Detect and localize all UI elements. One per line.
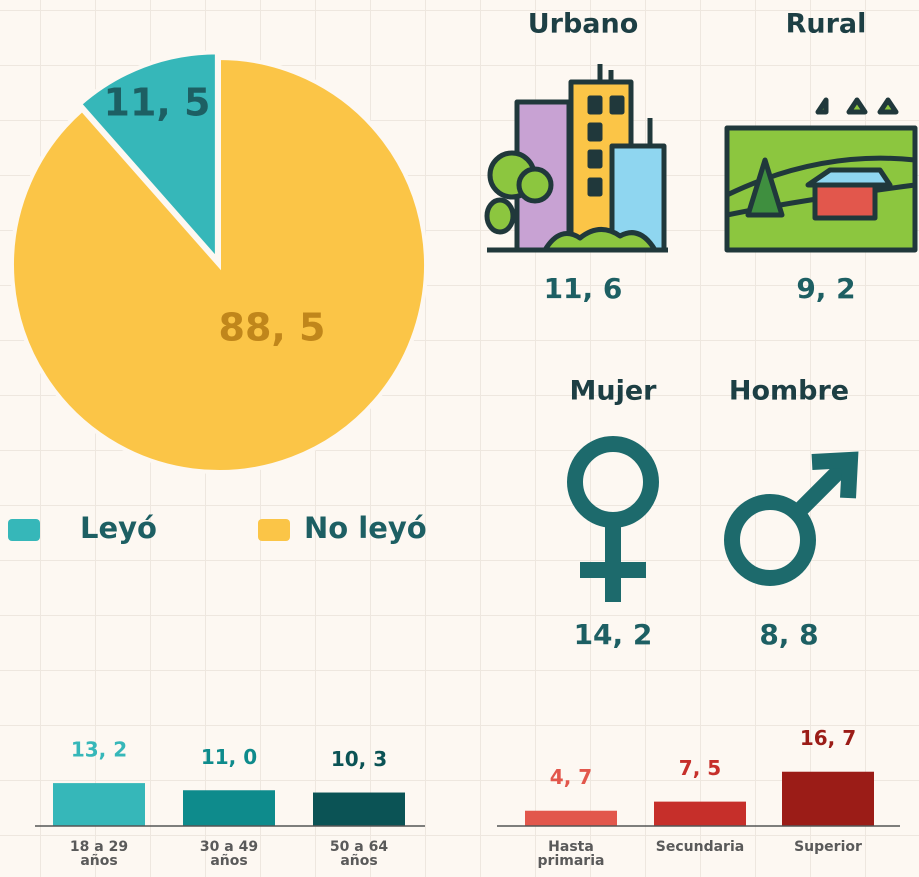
value-label: 13, 2: [71, 738, 127, 762]
bar: [525, 811, 617, 826]
value-label: 10, 3: [331, 747, 387, 771]
bar: [313, 793, 405, 826]
legend-swatch: [258, 519, 290, 541]
pie-slice: [12, 58, 426, 472]
x-tick-label: 30 a 49 años: [184, 840, 274, 868]
rural-icon: [727, 100, 915, 250]
legend-label: No leyó: [304, 511, 427, 545]
bar: [183, 790, 275, 826]
infographic: 11, 5 Leyó 88, 5 No leyó Urbano 11, 6 Rural 9, …: [0, 0, 919, 877]
value-label: 7, 5: [679, 756, 721, 780]
value-label: 8, 8: [759, 618, 818, 651]
x-tick-label: 50 a 64 años: [314, 840, 404, 868]
value-label: 9, 2: [796, 272, 855, 305]
group-title: Rural: [786, 9, 867, 40]
value-label: 16, 7: [800, 726, 856, 750]
x-tick-label: Secundaria: [655, 840, 745, 854]
page: {"chart_data": [ {"type": "pie", "catego…: [0, 0, 919, 877]
x-tick-label: Superior: [783, 840, 873, 854]
x-tick-label: 18 a 29 años: [54, 840, 144, 868]
male-icon: [732, 460, 850, 578]
group-title: Hombre: [729, 376, 849, 407]
urban-icon: [487, 64, 668, 250]
group-title: Urbano: [528, 9, 639, 40]
value-label: 11, 6: [544, 272, 623, 305]
value-label: 88, 5: [219, 306, 326, 350]
x-tick-label: Hasta primaria: [526, 840, 616, 868]
legend-swatch: [8, 519, 40, 541]
female-icon: [575, 444, 651, 602]
bar: [53, 783, 145, 826]
group-title: Mujer: [570, 376, 658, 407]
bar: [654, 802, 746, 826]
value-label: 14, 2: [574, 618, 653, 651]
legend-label: Leyó: [80, 511, 157, 545]
bar: [782, 772, 874, 826]
value-label: 11, 0: [201, 745, 257, 769]
value-label: 11, 5: [104, 81, 211, 125]
value-label: 4, 7: [550, 765, 592, 789]
